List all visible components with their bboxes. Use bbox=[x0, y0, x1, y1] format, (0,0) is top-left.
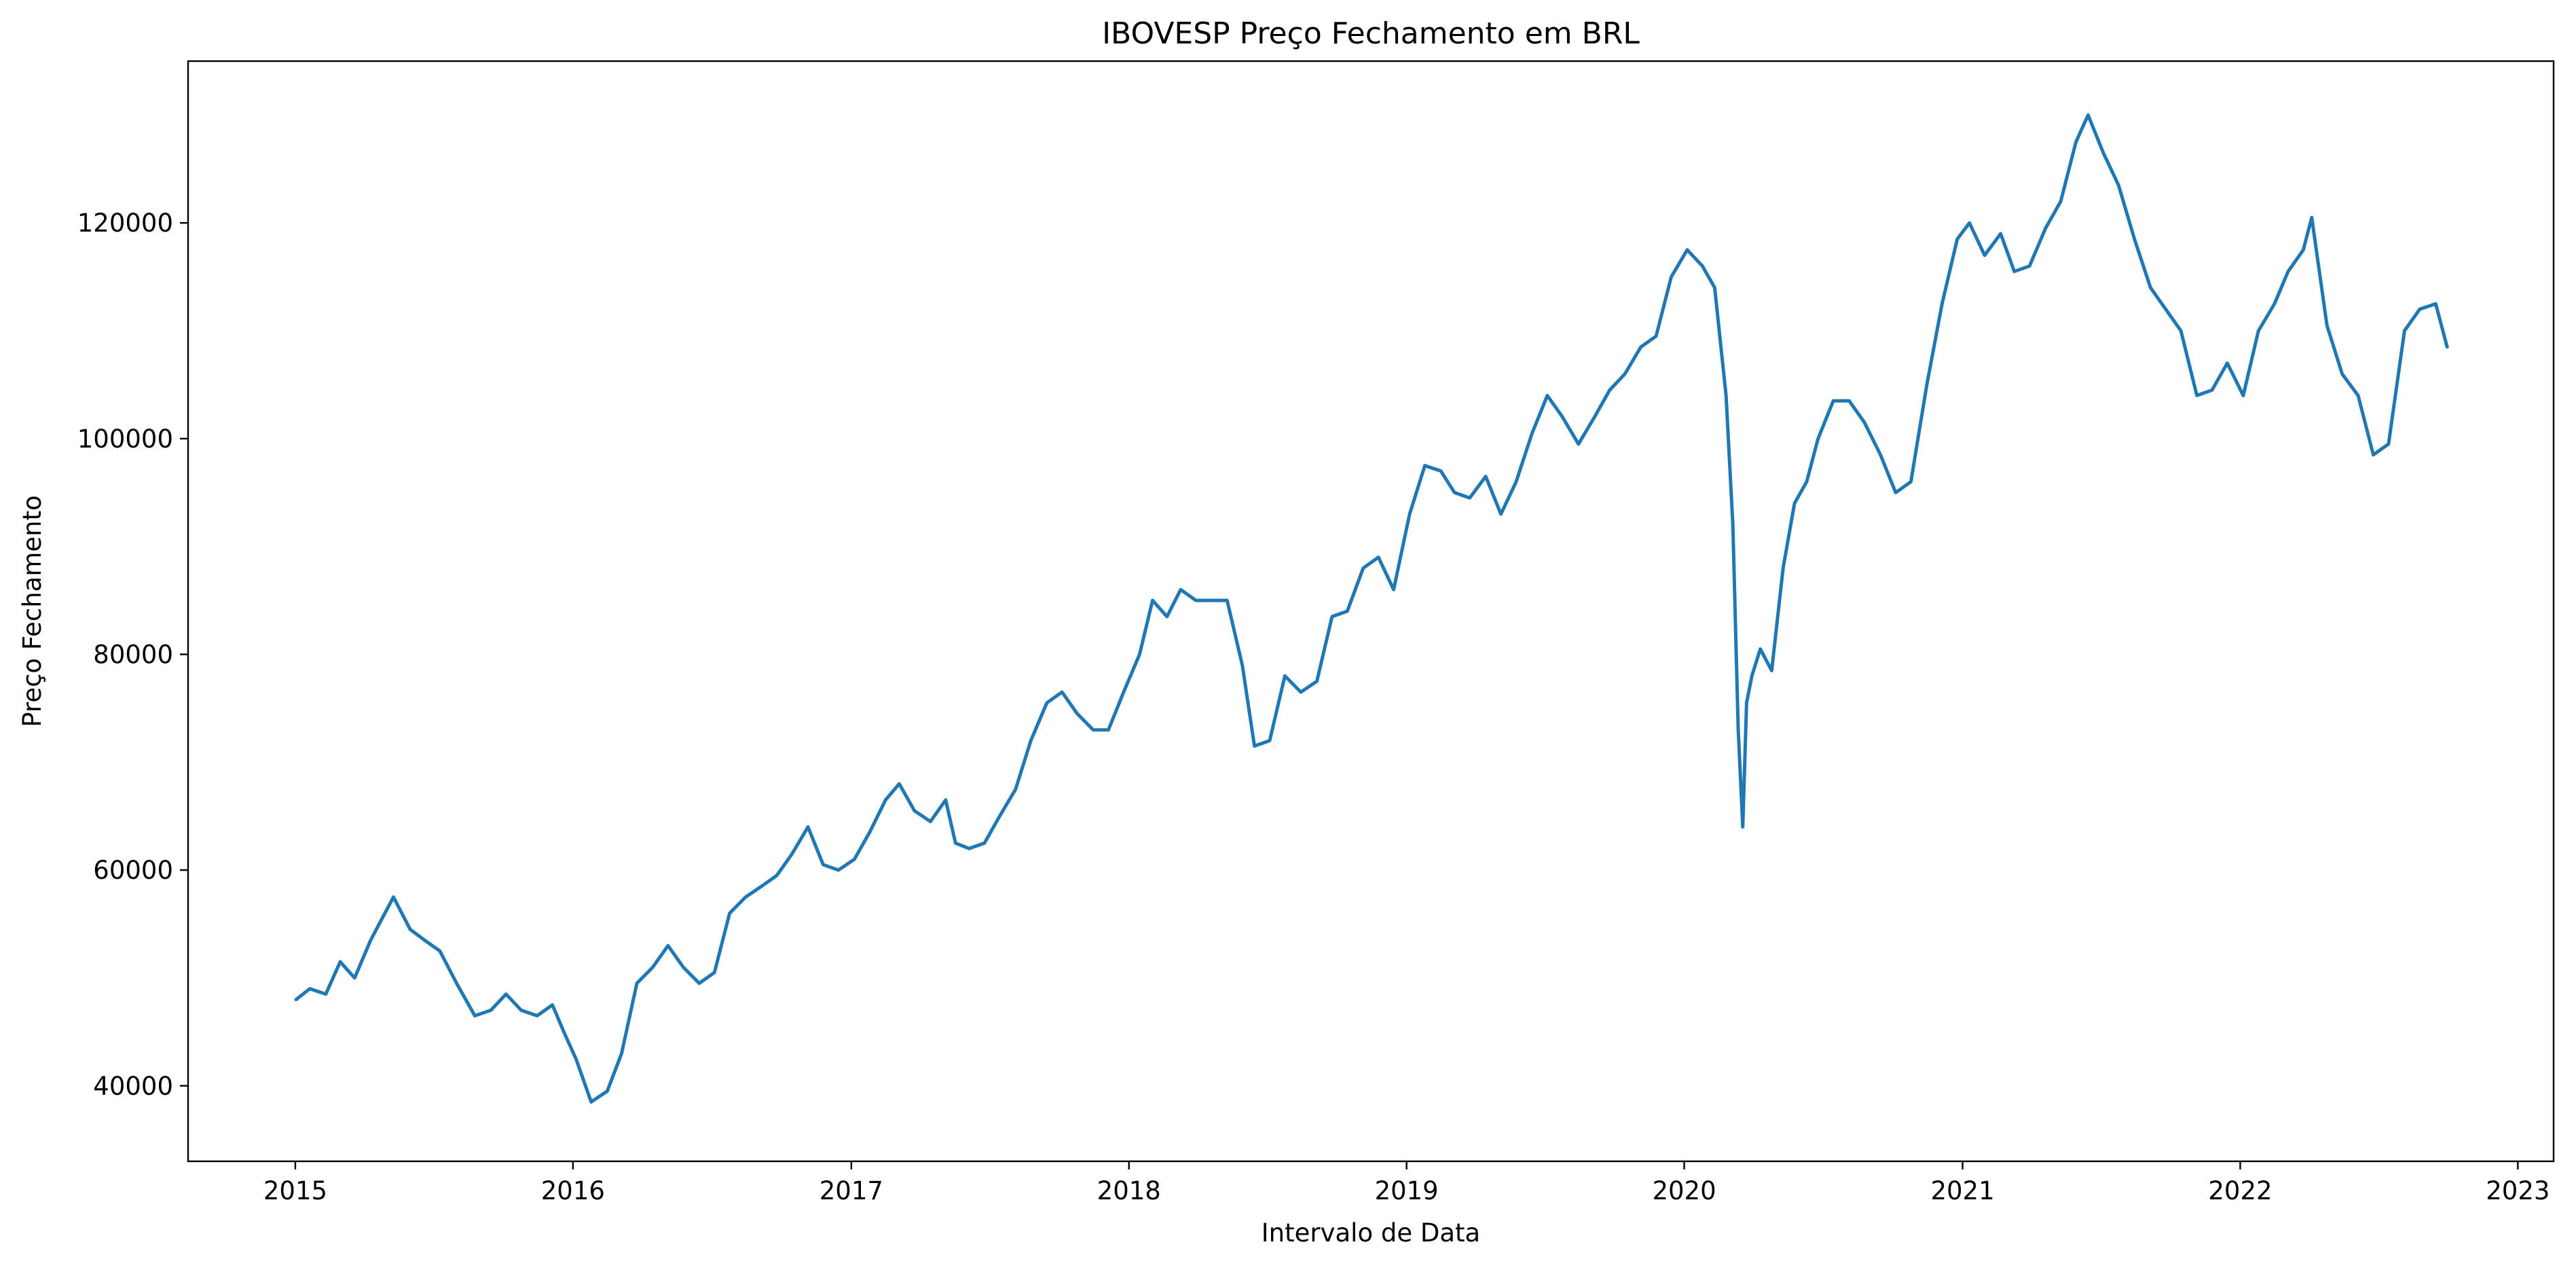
x-axis-label: Intervalo de Data bbox=[1262, 1218, 1480, 1248]
x-tick-label: 2018 bbox=[1097, 1176, 1161, 1205]
y-tick-label: 40000 bbox=[93, 1072, 173, 1101]
y-tick-label: 80000 bbox=[93, 640, 173, 670]
x-tick-label: 2021 bbox=[1930, 1176, 1994, 1205]
axis-ticks: 2015 2016 2017 2018 2019 2020 2021 2022 2023 4000… bbox=[77, 208, 2550, 1205]
x-tick-label: 2019 bbox=[1375, 1176, 1439, 1205]
x-tick-label: 2023 bbox=[2486, 1176, 2550, 1205]
x-tick-label: 2016 bbox=[541, 1176, 605, 1205]
series-layer bbox=[294, 113, 2449, 1104]
x-tick-label: 2022 bbox=[2208, 1176, 2272, 1205]
plot-area-frame bbox=[187, 60, 2555, 1163]
x-tick-label: 2017 bbox=[820, 1176, 883, 1205]
y-tick-label: 120000 bbox=[77, 208, 173, 238]
x-tick-label: 2015 bbox=[263, 1176, 327, 1205]
y-axis-label: Preço Fechamento bbox=[18, 495, 47, 727]
series-line bbox=[294, 113, 2449, 1104]
y-tick-label: 60000 bbox=[93, 856, 173, 885]
chart-title: IBOVESP Preço Fechamento em BRL bbox=[1102, 16, 1640, 51]
y-tick-label: 100000 bbox=[77, 424, 173, 454]
x-tick-label: 2020 bbox=[1652, 1176, 1716, 1205]
